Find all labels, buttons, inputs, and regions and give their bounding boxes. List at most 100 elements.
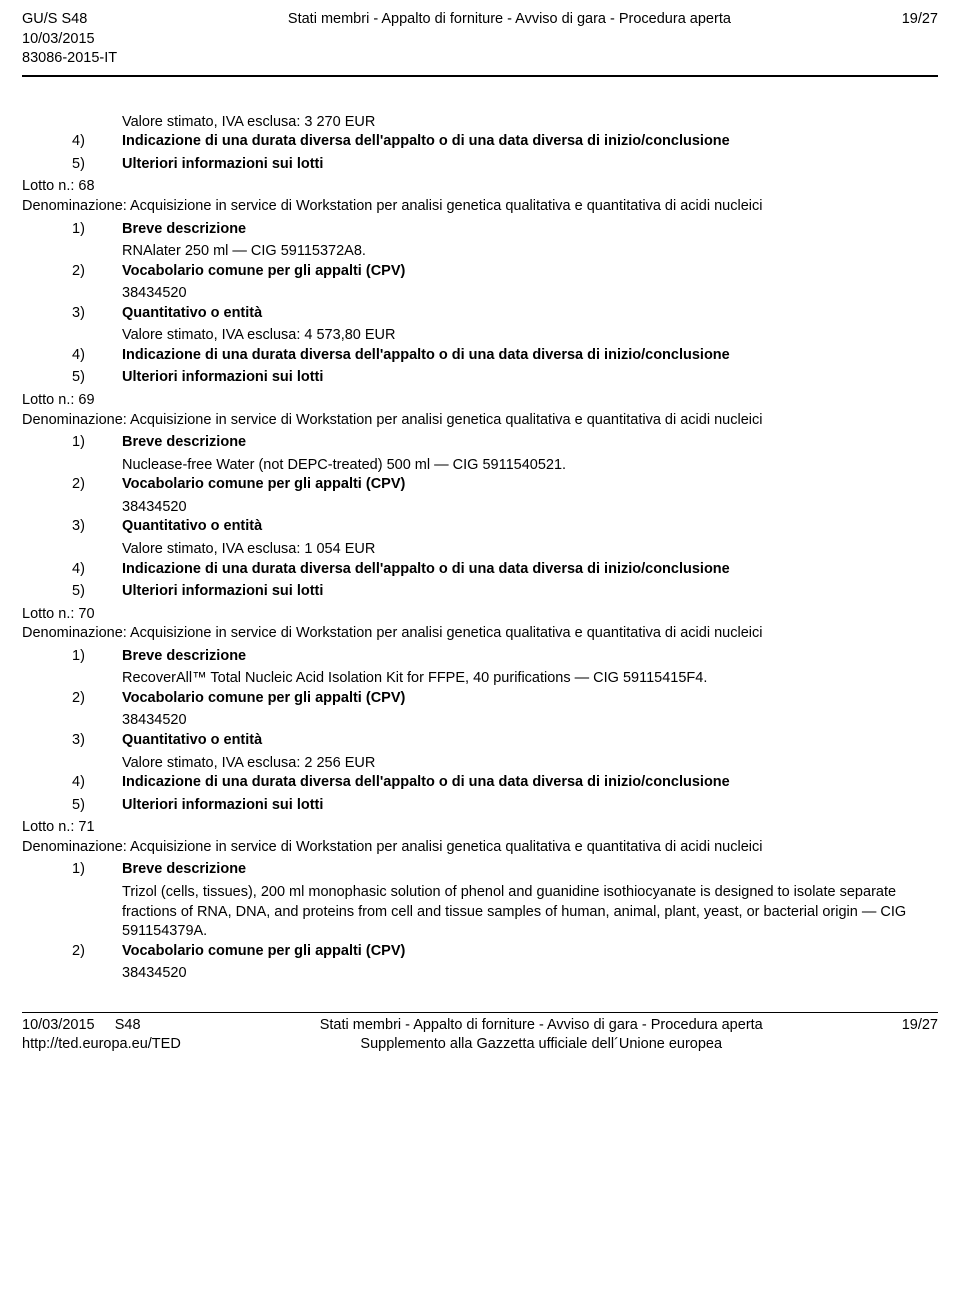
lot-row-4: 4) Indicazione di una durata diversa del… — [72, 560, 938, 580]
item-number: 1) — [72, 220, 122, 240]
item-label: Breve descrizione — [122, 861, 246, 877]
item-label: Indicazione di una durata diversa dell'a… — [122, 773, 938, 793]
item-number: 1) — [72, 433, 122, 453]
item-number: 4) — [72, 773, 122, 793]
lot-row-3: 3) Quantitativo o entità — [72, 517, 938, 537]
item-label: Quantitativo o entità — [122, 518, 262, 534]
item-text: Valore stimato, IVA esclusa: 4 573,80 EU… — [72, 326, 938, 346]
header-center: Stati membri - Appalto di forniture - Av… — [117, 10, 902, 30]
intro-row-5: 5) Ulteriori informazioni sui lotti — [72, 155, 938, 175]
lot-header: Lotto n.: 68 Denominazione: Acquisizione… — [22, 177, 938, 216]
lot-row-3: 3) Quantitativo o entità — [72, 731, 938, 751]
item-number: 5) — [72, 796, 122, 816]
lot-header: Lotto n.: 69 Denominazione: Acquisizione… — [22, 391, 938, 430]
item-number: 4) — [72, 560, 122, 580]
lot-block: Lotto n.: 68 Denominazione: Acquisizione… — [72, 177, 938, 388]
item-label: Indicazione di una durata diversa dell'a… — [122, 346, 938, 366]
lot-row-2: 2) Vocabolario comune per gli appalti (C… — [72, 942, 938, 962]
item-label: Quantitativo o entità — [122, 305, 262, 321]
lot-denomination: Denominazione: Acquisizione in service d… — [22, 197, 938, 217]
page-footer: 10/03/2015 S48 http://ted.europa.eu/TED … — [22, 1016, 938, 1055]
item-label: Indicazione di una durata diversa dell'a… — [122, 560, 938, 580]
lot-row-5: 5) Ulteriori informazioni sui lotti — [72, 796, 938, 816]
lot-row-2: 2) Vocabolario comune per gli appalti (C… — [72, 475, 938, 495]
header-ref1: GU/S S48 — [22, 10, 117, 30]
item-label: Breve descrizione — [122, 648, 246, 664]
lot-row-4: 4) Indicazione di una durata diversa del… — [72, 773, 938, 793]
item-number: 3) — [72, 517, 122, 537]
lot-row-5: 5) Ulteriori informazioni sui lotti — [72, 582, 938, 602]
footer-title: Stati membri - Appalto di forniture - Av… — [181, 1016, 902, 1036]
footer-rule — [22, 1012, 938, 1013]
item-text: Valore stimato, IVA esclusa: 1 054 EUR — [72, 540, 938, 560]
header-date: 10/03/2015 — [22, 30, 117, 50]
lot-number: Lotto n.: 70 — [22, 605, 938, 625]
item-number: 4) — [72, 132, 122, 152]
header-left: GU/S S48 10/03/2015 83086-2015-IT — [22, 10, 117, 69]
intro-value: Valore stimato, IVA esclusa: 3 270 EUR — [72, 113, 938, 133]
footer-date-ref: 10/03/2015 S48 — [22, 1016, 181, 1036]
footer-left: 10/03/2015 S48 http://ted.europa.eu/TED — [22, 1016, 181, 1055]
item-text: 38434520 — [72, 498, 938, 518]
page-header: GU/S S48 10/03/2015 83086-2015-IT Stati … — [22, 10, 938, 69]
lot-row-1: 1) Breve descrizione — [72, 433, 938, 453]
item-number: 1) — [72, 647, 122, 667]
lot-row-5: 5) Ulteriori informazioni sui lotti — [72, 368, 938, 388]
header-rule — [22, 75, 938, 77]
item-label: Breve descrizione — [122, 434, 246, 450]
item-label: Breve descrizione — [122, 221, 246, 237]
item-number: 5) — [72, 155, 122, 175]
lot-number: Lotto n.: 69 — [22, 391, 938, 411]
item-label: Vocabolario comune per gli appalti (CPV) — [122, 943, 405, 959]
item-number: 2) — [72, 262, 122, 282]
item-number: 3) — [72, 731, 122, 751]
lot-row-3: 3) Quantitativo o entità — [72, 304, 938, 324]
lot-denomination: Denominazione: Acquisizione in service d… — [22, 838, 938, 858]
lot-header: Lotto n.: 71 Denominazione: Acquisizione… — [22, 818, 938, 857]
item-number: 1) — [72, 860, 122, 880]
item-label: Indicazione di una durata diversa dell'a… — [122, 132, 938, 152]
item-number: 5) — [72, 582, 122, 602]
item-label: Ulteriori informazioni sui lotti — [122, 582, 938, 602]
lot-row-2: 2) Vocabolario comune per gli appalti (C… — [72, 689, 938, 709]
item-text: 38434520 — [72, 284, 938, 304]
item-text: RNAlater 250 ml — CIG 59115372A8. — [72, 242, 938, 262]
item-label: Ulteriori informazioni sui lotti — [122, 368, 938, 388]
item-label: Ulteriori informazioni sui lotti — [122, 796, 938, 816]
header-page: 19/27 — [902, 10, 938, 30]
lot-header: Lotto n.: 70 Denominazione: Acquisizione… — [22, 605, 938, 644]
footer-page: 19/27 — [902, 1016, 938, 1036]
item-label: Ulteriori informazioni sui lotti — [122, 155, 938, 175]
lot-number: Lotto n.: 71 — [22, 818, 938, 838]
item-number: 2) — [72, 689, 122, 709]
lot-row-1: 1) Breve descrizione — [72, 647, 938, 667]
lot-block: Lotto n.: 71 Denominazione: Acquisizione… — [72, 818, 938, 984]
item-number: 2) — [72, 942, 122, 962]
lot-number: Lotto n.: 68 — [22, 177, 938, 197]
lot-block: Lotto n.: 70 Denominazione: Acquisizione… — [72, 605, 938, 816]
lot-row-4: 4) Indicazione di una durata diversa del… — [72, 346, 938, 366]
item-label: Vocabolario comune per gli appalti (CPV) — [122, 476, 405, 492]
item-number: 4) — [72, 346, 122, 366]
item-number: 3) — [72, 304, 122, 324]
lot-denomination: Denominazione: Acquisizione in service d… — [22, 411, 938, 431]
footer-url: http://ted.europa.eu/TED — [22, 1035, 181, 1055]
item-label: Vocabolario comune per gli appalti (CPV) — [122, 263, 405, 279]
lot-row-2: 2) Vocabolario comune per gli appalti (C… — [72, 262, 938, 282]
lot-row-1: 1) Breve descrizione — [72, 220, 938, 240]
item-text: Nuclease-free Water (not DEPC-treated) 5… — [72, 456, 938, 476]
item-number: 2) — [72, 475, 122, 495]
item-number: 5) — [72, 368, 122, 388]
item-text: RecoverAll™ Total Nucleic Acid Isolation… — [72, 669, 938, 689]
lot-row-1: 1) Breve descrizione — [72, 860, 938, 880]
intro-row-4: 4) Indicazione di una durata diversa del… — [72, 132, 938, 152]
lot-block: Lotto n.: 69 Denominazione: Acquisizione… — [72, 391, 938, 602]
item-text: 38434520 — [72, 711, 938, 731]
header-ref2: 83086-2015-IT — [22, 49, 117, 69]
main-content: Valore stimato, IVA esclusa: 3 270 EUR 4… — [22, 113, 938, 984]
item-text: Trizol (cells, tissues), 200 ml monophas… — [72, 883, 938, 942]
item-text: Valore stimato, IVA esclusa: 2 256 EUR — [72, 754, 938, 774]
item-text: 38434520 — [72, 964, 938, 984]
item-label: Vocabolario comune per gli appalti (CPV) — [122, 690, 405, 706]
footer-subtitle: Supplemento alla Gazzetta ufficiale dell… — [181, 1035, 902, 1055]
